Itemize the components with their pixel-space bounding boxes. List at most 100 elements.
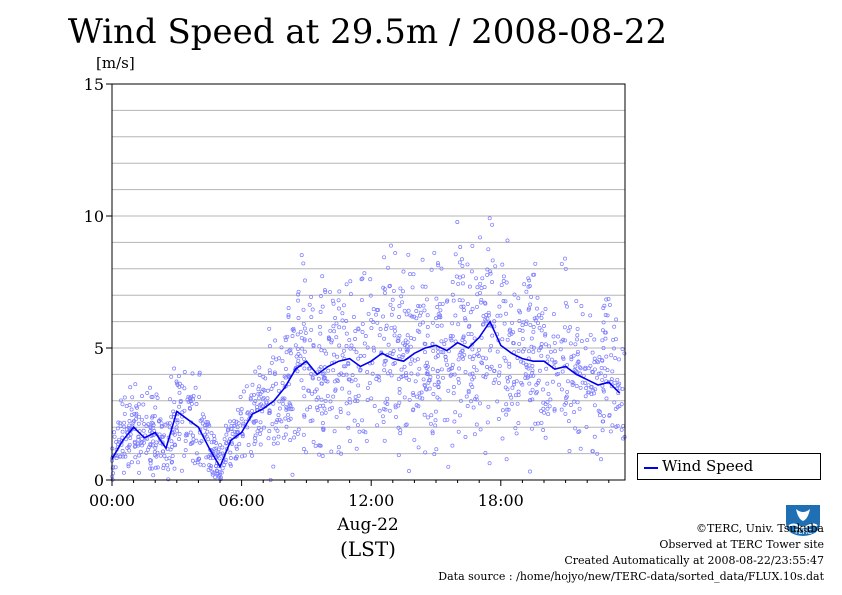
sample-point bbox=[607, 412, 612, 417]
sample-point bbox=[388, 283, 392, 288]
sample-point bbox=[448, 336, 453, 341]
sample-point bbox=[381, 420, 386, 424]
sample-point bbox=[505, 387, 510, 392]
sample-point bbox=[358, 368, 363, 373]
sample-point bbox=[305, 407, 310, 412]
sample-point bbox=[495, 399, 500, 404]
sample-point bbox=[169, 374, 174, 379]
sample-point bbox=[353, 329, 358, 334]
sample-point bbox=[391, 288, 396, 293]
sample-point bbox=[575, 352, 580, 357]
sample-point bbox=[320, 426, 325, 431]
sample-point bbox=[456, 281, 461, 286]
sample-point bbox=[572, 399, 576, 404]
sample-point bbox=[309, 315, 314, 320]
sample-point bbox=[178, 399, 183, 403]
sample-point bbox=[515, 401, 520, 406]
series-line bbox=[111, 319, 621, 469]
sample-point bbox=[463, 318, 468, 323]
legend: Wind Speed bbox=[637, 453, 821, 480]
sample-point bbox=[332, 329, 337, 334]
sample-point bbox=[172, 432, 177, 437]
sample-point bbox=[569, 355, 574, 359]
sample-point bbox=[612, 400, 617, 405]
sample-point bbox=[393, 251, 398, 256]
sample-point bbox=[288, 438, 293, 443]
sample-point bbox=[116, 420, 121, 425]
sample-point bbox=[575, 337, 579, 342]
sample-point bbox=[566, 419, 571, 424]
sample-point bbox=[240, 454, 244, 459]
sample-point bbox=[585, 390, 590, 395]
sample-point bbox=[160, 449, 165, 454]
sample-point bbox=[468, 310, 473, 315]
sample-point bbox=[478, 235, 483, 240]
sample-point bbox=[207, 463, 212, 468]
sample-point bbox=[469, 332, 474, 337]
sample-point bbox=[480, 355, 485, 360]
sample-point bbox=[235, 425, 240, 430]
sample-point bbox=[613, 337, 618, 342]
sample-point bbox=[362, 271, 367, 276]
sample-point bbox=[599, 365, 604, 370]
sample-point bbox=[530, 397, 535, 402]
sample-point bbox=[248, 397, 253, 402]
sample-point bbox=[302, 338, 307, 343]
sample-point bbox=[600, 428, 605, 433]
sample-point bbox=[267, 368, 272, 373]
sample-point bbox=[303, 278, 307, 283]
sample-point bbox=[595, 359, 599, 364]
sample-point bbox=[354, 350, 359, 355]
sample-point bbox=[531, 373, 536, 378]
sample-point bbox=[509, 331, 514, 336]
sample-point bbox=[477, 347, 481, 352]
sample-point bbox=[291, 326, 296, 331]
sample-point bbox=[406, 308, 411, 313]
footer-site: Observed at TERC Tower site bbox=[659, 538, 824, 551]
sample-point bbox=[234, 444, 239, 449]
sample-point bbox=[604, 396, 609, 401]
sample-point bbox=[354, 446, 359, 451]
sample-point bbox=[544, 366, 549, 371]
footer-source: Data source : /home/hojyo/new/TERC-data/… bbox=[438, 570, 824, 583]
sample-point bbox=[308, 338, 312, 343]
sample-point bbox=[534, 382, 539, 387]
sample-point bbox=[388, 369, 393, 374]
sample-point bbox=[439, 339, 444, 344]
sample-point bbox=[360, 330, 365, 334]
sample-point bbox=[126, 462, 131, 467]
sample-point bbox=[470, 243, 475, 248]
sample-point bbox=[521, 320, 526, 325]
sample-point bbox=[338, 410, 343, 414]
sample-point bbox=[590, 350, 595, 355]
sample-point bbox=[405, 349, 410, 354]
sample-point bbox=[188, 442, 193, 446]
sample-point bbox=[359, 298, 364, 303]
sample-point bbox=[461, 335, 466, 340]
sample-point bbox=[286, 313, 291, 318]
sample-point bbox=[433, 423, 438, 428]
sample-point bbox=[420, 257, 425, 262]
sample-point bbox=[442, 342, 447, 346]
sample-point bbox=[308, 405, 313, 410]
sample-point bbox=[596, 408, 601, 413]
sample-point bbox=[375, 320, 380, 325]
sample-point bbox=[249, 393, 254, 398]
sample-point bbox=[405, 333, 410, 338]
sample-point bbox=[140, 443, 144, 448]
sample-point bbox=[153, 445, 158, 450]
sample-point bbox=[397, 315, 402, 319]
sample-point bbox=[564, 394, 569, 399]
sample-point bbox=[191, 433, 195, 438]
sample-point bbox=[386, 342, 391, 347]
sample-point bbox=[465, 404, 470, 408]
sample-point bbox=[126, 464, 131, 469]
sample-point bbox=[578, 371, 582, 376]
sample-point bbox=[539, 342, 544, 346]
sample-point bbox=[401, 289, 405, 294]
sample-point bbox=[228, 450, 233, 455]
sample-point bbox=[584, 424, 589, 429]
sample-point bbox=[531, 349, 536, 354]
sample-point bbox=[453, 410, 458, 415]
sample-point bbox=[442, 418, 447, 423]
